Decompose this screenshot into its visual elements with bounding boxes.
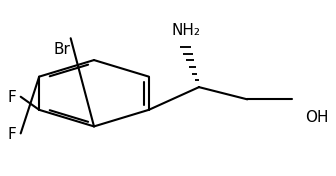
Text: F: F <box>8 90 17 105</box>
Text: Br: Br <box>54 42 71 57</box>
Text: F: F <box>8 127 17 142</box>
Text: OH: OH <box>306 110 329 125</box>
Text: NH₂: NH₂ <box>171 23 200 38</box>
